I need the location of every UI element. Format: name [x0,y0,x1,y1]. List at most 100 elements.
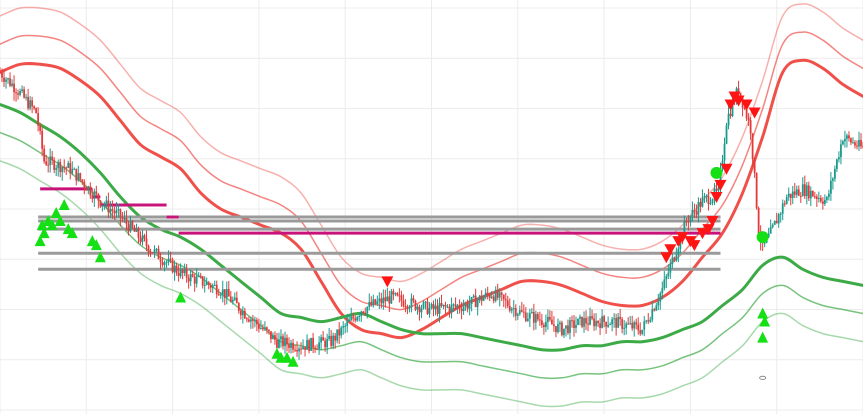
candle-body [145,238,148,246]
candle-body [95,191,98,194]
candle-body [747,118,750,121]
candle-body [482,297,485,301]
candle-body [787,193,790,198]
candle-body [492,296,495,301]
candle-body [25,96,27,98]
candle-body [817,198,820,200]
candle-body [243,310,246,319]
buy-arrow-up [36,219,48,231]
candle-body [332,335,335,346]
candle-body [653,309,656,311]
candle-body [430,304,433,308]
sell-arrow-down [676,232,689,244]
candle-body [829,180,832,194]
candle-body [667,272,670,277]
candle-body [753,159,756,173]
candle-body [657,301,660,306]
candle-body [133,227,136,232]
candle-body [807,185,810,199]
candle-body [43,148,46,162]
candle-body [565,325,567,329]
candle-body [631,322,634,329]
candle-body [542,324,545,328]
candle-body [217,294,220,296]
candle-body [356,317,359,321]
candle-body [625,323,628,328]
candle-body [310,337,312,351]
candle-body [659,293,662,302]
candle-body [510,308,513,311]
candle-body [237,303,240,311]
candle-body [771,224,774,228]
candle-body [452,304,455,306]
signal-circle [756,231,769,244]
candle-body [783,203,786,205]
candle-body [225,289,228,298]
candle-body [589,316,591,325]
candle-body [436,305,439,314]
candle-body [187,277,190,282]
candle-body [450,304,453,313]
candle-body [179,269,182,277]
buy-arrow-up [757,331,769,343]
candle-body [165,262,168,264]
candle-body [73,168,76,170]
candle-body [372,299,375,306]
candle-body [103,204,106,206]
candle-body [400,295,403,301]
sell-arrow-down [696,228,709,240]
buy-arrow-up [46,219,58,231]
candle-body [585,318,587,324]
candle-body [561,322,563,336]
candle-body [504,299,507,301]
candle-body [649,319,652,322]
candle-body [117,209,120,211]
candle-body [113,211,116,214]
candle-body [318,342,321,349]
candle-body [352,316,355,319]
candle-body [536,314,539,320]
candle-body [522,311,525,313]
candle-body [687,221,690,223]
candle-body [41,130,44,149]
candle-body [727,113,730,126]
candle-body [593,318,595,327]
candle-body [290,342,292,348]
sell-arrow-down [710,191,723,203]
candle-body [292,342,294,350]
candle-body [280,336,282,340]
candle-body [840,144,842,158]
candle-body [191,274,194,277]
candle-body [233,297,236,300]
candle-body [362,311,365,313]
candle-body [424,301,427,303]
candle-body [544,321,547,328]
candle-body [623,327,626,329]
candle-body [709,202,712,205]
candle-body [189,274,192,282]
candle-body [270,331,272,340]
candle-body [183,268,186,274]
candle-body [538,319,541,321]
candle-body [205,282,208,285]
candle-body [87,186,90,191]
candle-body [195,276,198,284]
candle-body [15,92,17,94]
candle-body [701,197,704,207]
candle-body [685,221,688,223]
candle-body [500,292,503,295]
candle-body [344,325,347,327]
candle-body [823,199,826,204]
candle-body [137,228,140,238]
candle-body [284,337,286,347]
candle-body [408,307,411,309]
candle-body [530,311,533,314]
candle-body [534,314,537,323]
candle-body [673,257,676,261]
candle-body [255,319,258,325]
candle-body [583,318,585,327]
buy-arrow-up [287,355,299,367]
candle-body [53,160,56,170]
candle-body [107,200,110,213]
